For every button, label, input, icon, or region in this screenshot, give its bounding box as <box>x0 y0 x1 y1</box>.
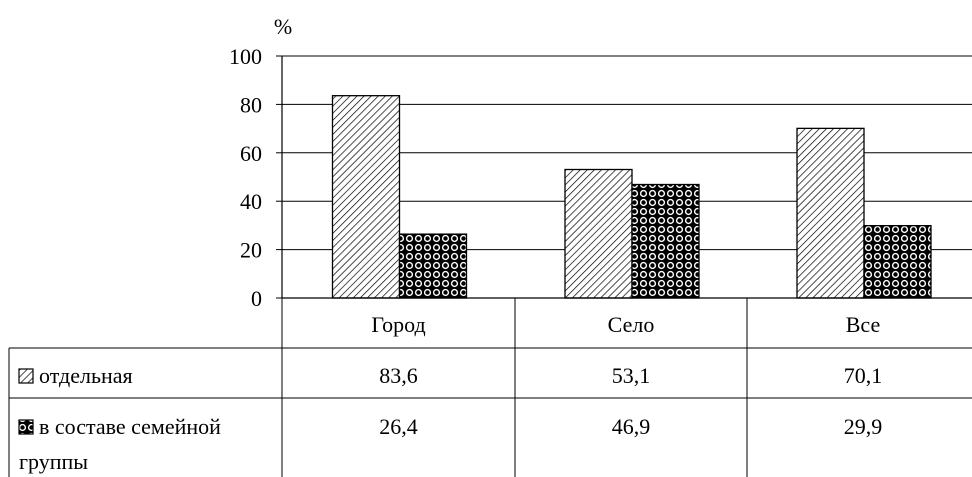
legend-label-continued: группы <box>19 449 88 474</box>
y-axis-ticks: 0 20 40 60 80 100 <box>229 44 282 311</box>
y-axis-label: % <box>274 14 292 39</box>
y-tick-label: 20 <box>240 238 262 263</box>
data-table: Город Село Все отдельная 83,6 53,1 70,1 в соста… <box>8 298 972 477</box>
category-label: Все <box>846 312 880 337</box>
legend-key-separate <box>18 368 34 384</box>
bar-separate <box>564 168 633 299</box>
table-value: 70,1 <box>844 363 883 388</box>
table-value: 53,1 <box>612 363 651 388</box>
bar-family-group <box>631 183 700 299</box>
bar-family-group <box>863 224 932 299</box>
y-tick-label: 60 <box>240 141 262 166</box>
bar-separate <box>331 95 401 299</box>
y-tick-label: 80 <box>240 92 262 117</box>
legend-label: отдельная <box>39 363 133 388</box>
table-value: 46,9 <box>612 414 651 439</box>
y-tick-label: 0 <box>251 286 262 311</box>
axes <box>281 56 972 299</box>
table-value: 83,6 <box>379 363 418 388</box>
legend-label: в составе семейной <box>39 414 221 439</box>
y-tick-label: 40 <box>240 189 262 214</box>
bars <box>331 95 932 299</box>
y-tick-label: 100 <box>229 44 262 69</box>
bar-separate <box>796 127 865 299</box>
legend-key-family-group <box>18 419 34 435</box>
bar-family-group <box>398 233 468 299</box>
category-label: Город <box>371 312 425 337</box>
category-label: Село <box>608 312 655 337</box>
table-value: 29,9 <box>844 414 883 439</box>
table-value: 26,4 <box>379 414 418 439</box>
